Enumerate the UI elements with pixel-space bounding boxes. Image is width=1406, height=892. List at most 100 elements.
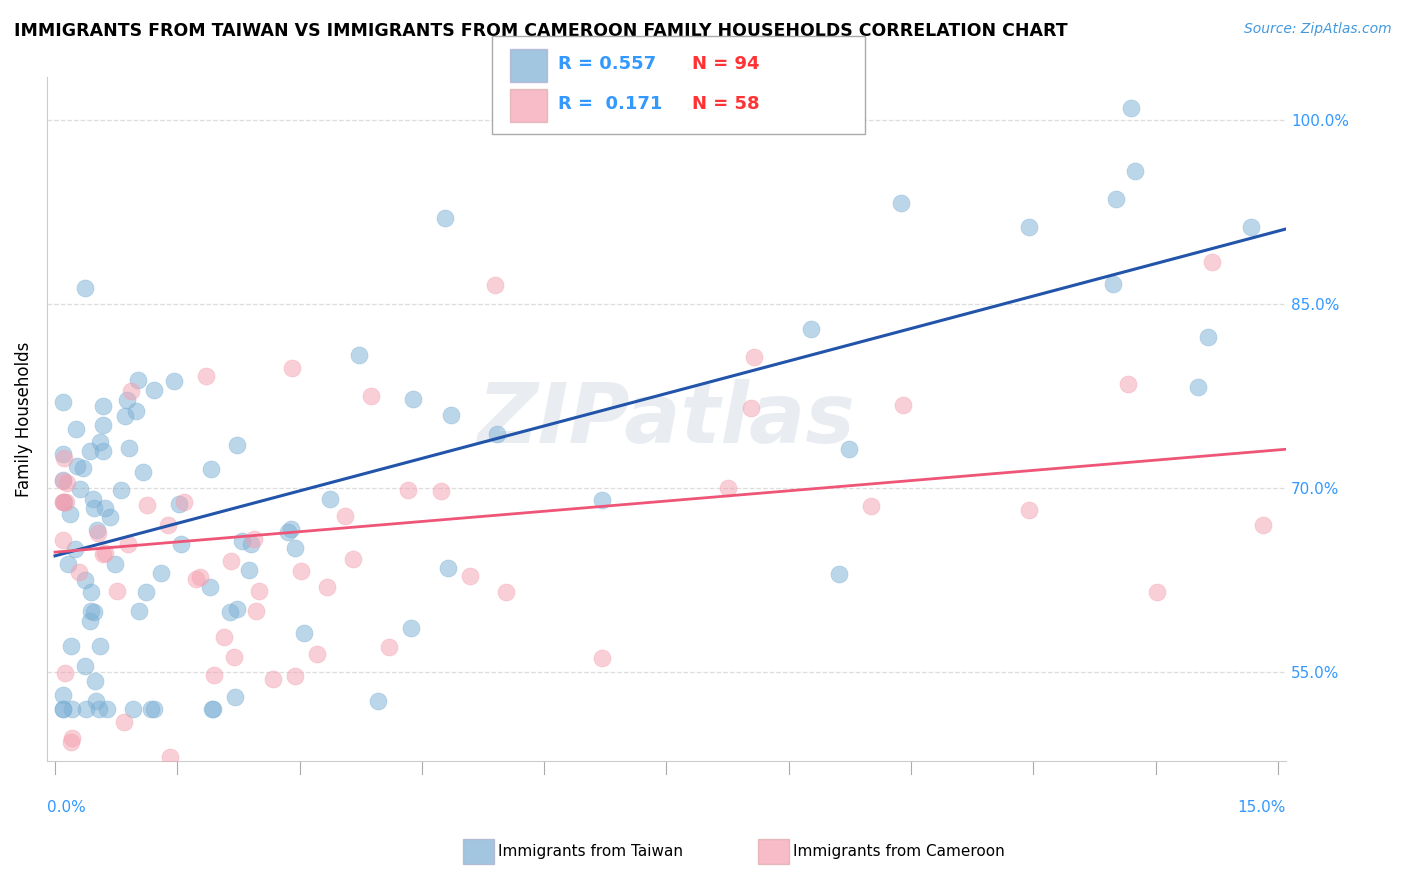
- Point: [52, 533, 75, 547]
- Point: [169, 497, 191, 511]
- Point: [93, 399, 115, 413]
- Point: [159, 750, 181, 764]
- Point: [128, 604, 150, 618]
- Point: [485, 426, 508, 441]
- Point: [891, 398, 914, 412]
- Point: [342, 552, 364, 566]
- Point: [52, 495, 75, 509]
- Point: [114, 715, 136, 730]
- Point: [243, 533, 266, 547]
- Point: [117, 537, 139, 551]
- Point: [55, 495, 77, 509]
- Point: [120, 384, 142, 399]
- Point: [280, 522, 302, 536]
- Point: [60, 731, 83, 745]
- Point: [83, 605, 105, 619]
- Point: [100, 509, 122, 524]
- Point: [838, 442, 860, 456]
- Point: [1197, 330, 1219, 344]
- Point: [80, 584, 103, 599]
- Point: [1121, 101, 1143, 115]
- Point: [139, 702, 162, 716]
- Point: [740, 401, 762, 415]
- Point: [84, 694, 107, 708]
- Text: 15.0%: 15.0%: [1237, 799, 1286, 814]
- Point: [591, 493, 613, 508]
- Point: [484, 277, 506, 292]
- Point: [194, 368, 217, 383]
- Point: [89, 434, 111, 449]
- Point: [290, 564, 312, 578]
- Point: [1201, 255, 1223, 269]
- Point: [1105, 193, 1128, 207]
- Point: [69, 483, 91, 497]
- Point: [52, 473, 75, 487]
- Point: [247, 583, 270, 598]
- Point: [163, 374, 186, 388]
- Point: [226, 438, 249, 452]
- Point: [1251, 518, 1274, 533]
- Point: [91, 547, 114, 561]
- Text: N = 58: N = 58: [692, 95, 759, 113]
- Point: [59, 735, 82, 749]
- Point: [52, 702, 75, 716]
- Point: [219, 554, 242, 568]
- Point: [114, 409, 136, 424]
- Point: [84, 673, 107, 688]
- Point: [94, 501, 117, 516]
- Point: [142, 702, 165, 716]
- Point: [458, 568, 481, 582]
- Point: [59, 639, 82, 653]
- Point: [173, 495, 195, 509]
- Point: [859, 500, 882, 514]
- Text: Immigrants from Taiwan: Immigrants from Taiwan: [498, 845, 683, 859]
- Point: [1018, 219, 1040, 234]
- Point: [53, 665, 76, 680]
- Point: [591, 651, 613, 665]
- Point: [360, 389, 382, 403]
- Point: [89, 639, 111, 653]
- Point: [437, 561, 460, 575]
- Point: [105, 584, 128, 599]
- Point: [367, 693, 389, 707]
- Point: [56, 476, 79, 491]
- Text: ZIPatlas: ZIPatlas: [478, 378, 855, 459]
- Text: 0.0%: 0.0%: [46, 799, 86, 814]
- Point: [440, 408, 463, 422]
- Point: [72, 461, 94, 475]
- Point: [96, 702, 118, 716]
- Point: [65, 422, 87, 436]
- Point: [127, 373, 149, 387]
- Point: [66, 459, 89, 474]
- Point: [121, 702, 143, 716]
- Text: N = 94: N = 94: [692, 55, 759, 73]
- Point: [60, 702, 83, 716]
- Point: [214, 630, 236, 644]
- Point: [82, 491, 104, 506]
- Point: [717, 482, 740, 496]
- Point: [238, 563, 260, 577]
- Point: [277, 524, 299, 539]
- Point: [198, 580, 221, 594]
- Point: [170, 537, 193, 551]
- Point: [828, 566, 851, 581]
- Point: [201, 702, 224, 716]
- Point: [1240, 220, 1263, 235]
- Point: [80, 604, 103, 618]
- Point: [118, 442, 141, 456]
- Point: [75, 281, 97, 295]
- Point: [333, 509, 356, 524]
- Point: [110, 483, 132, 497]
- Point: [52, 702, 75, 716]
- Point: [281, 361, 304, 376]
- Point: [284, 541, 307, 555]
- Point: [262, 673, 284, 687]
- Text: IMMIGRANTS FROM TAIWAN VS IMMIGRANTS FROM CAMEROON FAMILY HOUSEHOLDS CORRELATION: IMMIGRANTS FROM TAIWAN VS IMMIGRANTS FRO…: [14, 22, 1067, 40]
- Point: [399, 621, 422, 635]
- Point: [87, 702, 110, 716]
- Point: [132, 466, 155, 480]
- Point: [316, 580, 339, 594]
- Point: [67, 565, 90, 579]
- Text: R =  0.171: R = 0.171: [558, 95, 662, 113]
- Point: [157, 517, 180, 532]
